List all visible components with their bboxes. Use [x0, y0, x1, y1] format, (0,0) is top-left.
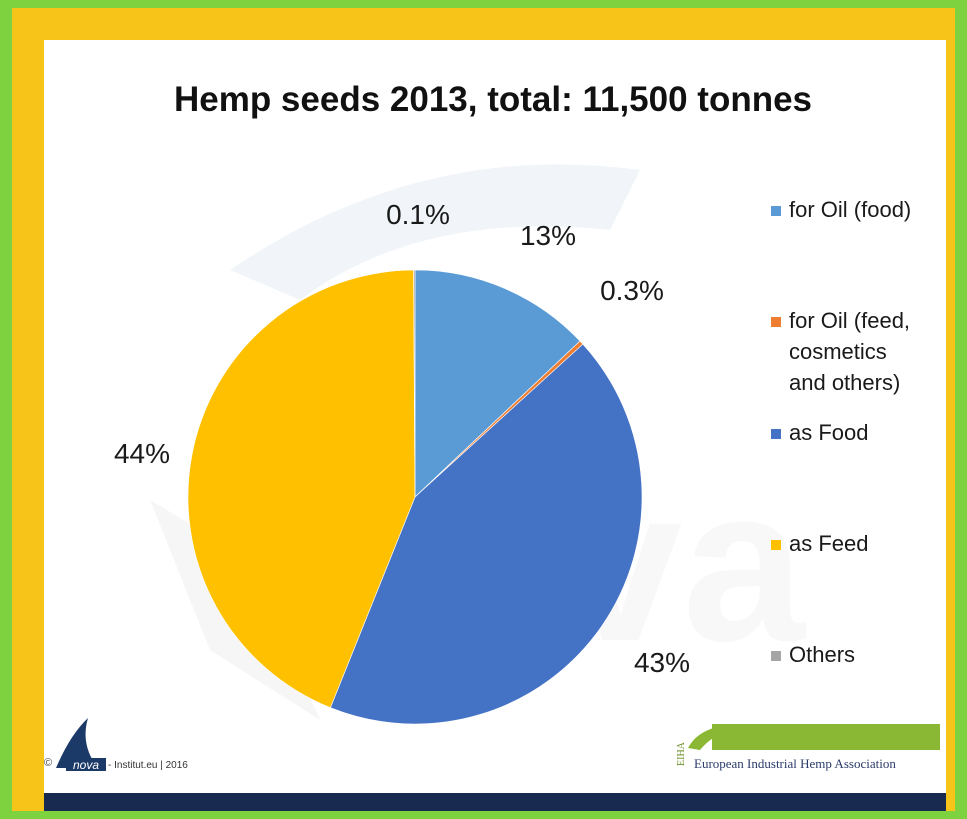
credit-text: - Institut.eu | 2016	[108, 760, 188, 771]
legend-label: and others)	[789, 370, 900, 395]
eiha-logo: EIHA European Industrial Hemp Associatio…	[676, 724, 940, 771]
legend-label: for Oil (feed,	[789, 308, 910, 333]
chart-title: Hemp seeds 2013, total: 11,500 tonnes	[174, 80, 812, 119]
eiha-acronym: EIHA	[676, 741, 687, 766]
nova-logo-text: nova	[73, 758, 99, 772]
legend-label: Others	[789, 642, 855, 667]
legend-label: as Feed	[789, 531, 869, 556]
legend-item-others: Others	[771, 642, 855, 667]
legend-swatch	[771, 540, 781, 550]
legend: for Oil (food) for Oil (feed, cosmetics and…	[771, 197, 911, 667]
pie-slices	[187, 269, 643, 725]
eiha-green-bar	[712, 724, 940, 750]
eiha-name: European Industrial Hemp Association	[694, 756, 896, 771]
eiha-leaf-icon	[688, 724, 740, 750]
legend-swatch	[771, 651, 781, 661]
legend-swatch	[771, 206, 781, 216]
legend-swatch	[771, 429, 781, 439]
legend-swatch	[771, 317, 781, 327]
legend-item-as-feed: as Feed	[771, 531, 869, 556]
legend-label: as Food	[789, 420, 869, 445]
pie-slice-others	[413, 269, 416, 498]
legend-label: for Oil (food)	[789, 197, 911, 222]
copyright-symbol: ©	[44, 757, 52, 769]
slice-label-for-oil-feed-cosmetics-and-others: 0.3%	[600, 275, 664, 306]
slice-label-others: 0.1%	[386, 199, 450, 230]
pie-slice-as-food	[330, 343, 643, 725]
legend-item-for-oil-feed-cosmetics-and-others: for Oil (feed, cosmetics and others)	[771, 308, 910, 395]
pie-slice-for-oil-food	[414, 269, 581, 498]
legend-item-as-food: as Food	[771, 420, 869, 445]
slice-label-as-food: 43%	[634, 647, 690, 678]
slice-label-as-feed: 44%	[114, 438, 170, 469]
slice-labels: 13% 0.3% 43% 44% 0.1%	[114, 199, 690, 678]
legend-item-for-oil-food: for Oil (food)	[771, 197, 911, 222]
nova-logo-box	[66, 758, 106, 771]
slice-label-for-oil-food: 13%	[520, 220, 576, 251]
nova-logo-icon	[56, 718, 98, 768]
legend-label: cosmetics	[789, 339, 887, 364]
nova-logo: © nova - Institut.eu | 2016	[44, 718, 188, 772]
bottom-band	[44, 793, 946, 811]
pie-slice-as-feed	[187, 269, 416, 709]
